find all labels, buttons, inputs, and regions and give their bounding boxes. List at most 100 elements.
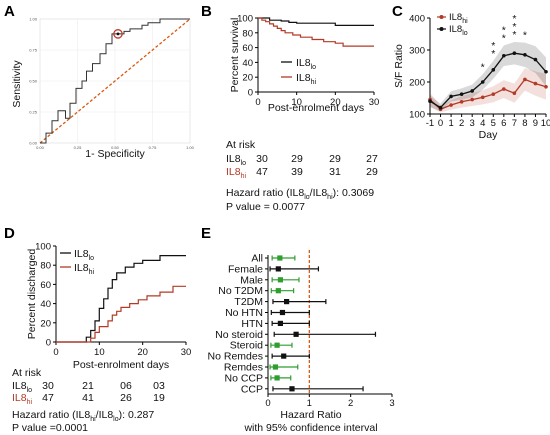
- survival-x-tick-label: 0: [255, 97, 260, 108]
- discharge-at-risk-value: 41: [82, 392, 94, 404]
- discharge-curve-il8hi: [56, 285, 186, 343]
- panel-letter-a: A: [4, 3, 15, 20]
- survival-at-risk-title: At risk: [226, 139, 256, 151]
- roc-y-tick-label: 0.50: [29, 79, 38, 84]
- survival-y-tick-label: 60: [242, 43, 253, 54]
- sf-point-il8hi: [512, 91, 517, 95]
- sf-point-il8hi: [459, 100, 464, 104]
- discharge-x-tick-label: 30: [181, 347, 192, 358]
- survival-at-risk-value: 31: [329, 166, 341, 178]
- discharge-hazard-ratio: Hazard ratio (IL8hi/IL8lo): 0.287: [12, 409, 154, 423]
- discharge-y-tick-label: 80: [40, 261, 51, 272]
- discharge-at-risk-row-hi-label: IL8hi: [12, 392, 33, 406]
- forest-row-label: No CCP: [224, 372, 263, 384]
- legend-label-il8hi: IL8hi: [296, 72, 317, 86]
- survival-y-tick-label: 40: [242, 58, 253, 69]
- legend-marker-il8lo: [439, 27, 444, 31]
- discharge-y-label: Percent discharged: [26, 249, 38, 340]
- forest-row-label: No steroid: [215, 329, 263, 341]
- panel-letter-e: E: [201, 225, 211, 242]
- forest-hr-marker: [274, 375, 280, 381]
- legend-label-il8lo: IL8lo: [449, 24, 468, 37]
- forest-hr-marker: [275, 288, 281, 294]
- sf-x-tick-label: 8: [522, 118, 527, 129]
- roc-y-tick-label: 0.75: [29, 48, 38, 53]
- discharge-at-risk-value: 06: [120, 380, 132, 392]
- sf-x-tick-label: 9: [533, 118, 538, 129]
- forest-row-label: Remdes: [224, 362, 263, 374]
- forest-row-label: All: [251, 253, 263, 265]
- sf-significance-star: *: [502, 25, 506, 37]
- discharge-x-tick-label: 10: [94, 347, 105, 358]
- roc-x-tick-label: 1.00: [186, 145, 195, 150]
- forest-row-label: T2DM: [234, 296, 263, 308]
- panel-letter-c: C: [392, 3, 403, 20]
- survival-at-risk-value: 39: [291, 166, 303, 178]
- roc-x-tick-label: 0.00: [36, 145, 45, 150]
- sf-x-tick-label: 5: [491, 118, 496, 129]
- forest-x-tick-label: 3: [389, 398, 394, 409]
- forest-row-label: No Remdes: [208, 351, 263, 363]
- sf-significance-star: *: [491, 40, 495, 52]
- sf-x-tick-label: 1: [448, 118, 453, 129]
- survival-x-tick-label: 20: [330, 97, 341, 108]
- sf-significance-star: *: [502, 33, 506, 45]
- survival-at-risk-value: 29: [329, 153, 341, 165]
- sf-point-il8hi: [523, 77, 527, 82]
- discharge-at-risk-value: 19: [153, 392, 165, 404]
- forest-hr-marker: [275, 266, 281, 272]
- forest-hr-marker: [277, 320, 283, 326]
- roc-x-ticks: 0.00 0.25 0.50 0.75 1.00: [36, 145, 195, 150]
- sf-point-il8hi: [533, 81, 538, 86]
- discharge-y-tick-label: 100: [35, 242, 51, 253]
- sf-point-il8lo: [502, 53, 506, 58]
- roc-x-tick-label: 0.50: [111, 145, 120, 150]
- sf-point-il8hi: [449, 103, 453, 107]
- forest-hr-marker: [281, 353, 287, 359]
- sf-point-il8hi: [544, 85, 548, 89]
- sf-point-il8lo: [480, 80, 485, 84]
- forest-hr-marker: [293, 331, 299, 337]
- survival-at-risk-row-hi-label: IL8hi: [226, 166, 247, 180]
- discharge-at-risk-value: 30: [42, 380, 54, 392]
- forest-row-label: Female: [228, 263, 263, 275]
- roc-y-ticks: 0.00 0.25 0.50 0.75 1.00: [29, 17, 38, 146]
- sf-point-il8lo: [512, 51, 517, 55]
- legend-label-il8hi: IL8hi: [74, 262, 95, 276]
- discharge-x-tick-label: 0: [53, 347, 58, 358]
- sf-point-il8lo: [544, 69, 548, 74]
- survival-y-tick-label: 80: [242, 28, 253, 39]
- discharge-at-risk-value: 47: [42, 392, 54, 404]
- sf-point-il8lo: [459, 92, 464, 96]
- discharge-at-risk-values: 30 21 06 03 47 41 26 19: [42, 380, 165, 404]
- sf-point-il8lo: [533, 57, 538, 62]
- survival-y-tick-label: 20: [242, 73, 253, 84]
- roc-y-label: Sensitivity: [11, 60, 23, 108]
- sf-band-il8hi: [430, 68, 546, 113]
- sf-y-tick-label: 200: [409, 78, 425, 89]
- roc-cutoff-marker: [113, 29, 123, 39]
- survival-y-label: Percent survival: [229, 18, 241, 93]
- forest-row-label: No HTN: [225, 307, 263, 319]
- sf-y-tick-label: 100: [409, 110, 425, 121]
- survival-at-risk-value: 29: [366, 166, 378, 178]
- sf-significance-star: *: [481, 61, 485, 73]
- forest-hr-marker: [289, 386, 295, 392]
- sf-x-tick-label: 4: [480, 118, 485, 129]
- sf-line-il8hi: [429, 78, 547, 110]
- discharge-at-risk-row-lo-label: IL8lo: [12, 380, 32, 394]
- roc-x-tick-label: 0.25: [74, 145, 83, 150]
- sf-point-il8lo: [438, 105, 443, 110]
- sf-point-il8lo: [428, 99, 432, 103]
- roc-x-label: 1- Specificity: [85, 148, 145, 160]
- survival-y-ticks: 0 20 40 60 80 100: [237, 14, 258, 99]
- forest-row-label: Steroid: [230, 340, 263, 352]
- forest-hr-marker: [284, 299, 290, 305]
- forest-hr-marker: [272, 364, 279, 370]
- roc-cutoff-point: [116, 32, 120, 36]
- sf-point-il8hi: [491, 92, 496, 96]
- sf-y-tick-label: 400: [409, 14, 425, 25]
- forest-row-label: CCP: [241, 383, 263, 395]
- survival-at-risk-value: 29: [291, 153, 303, 165]
